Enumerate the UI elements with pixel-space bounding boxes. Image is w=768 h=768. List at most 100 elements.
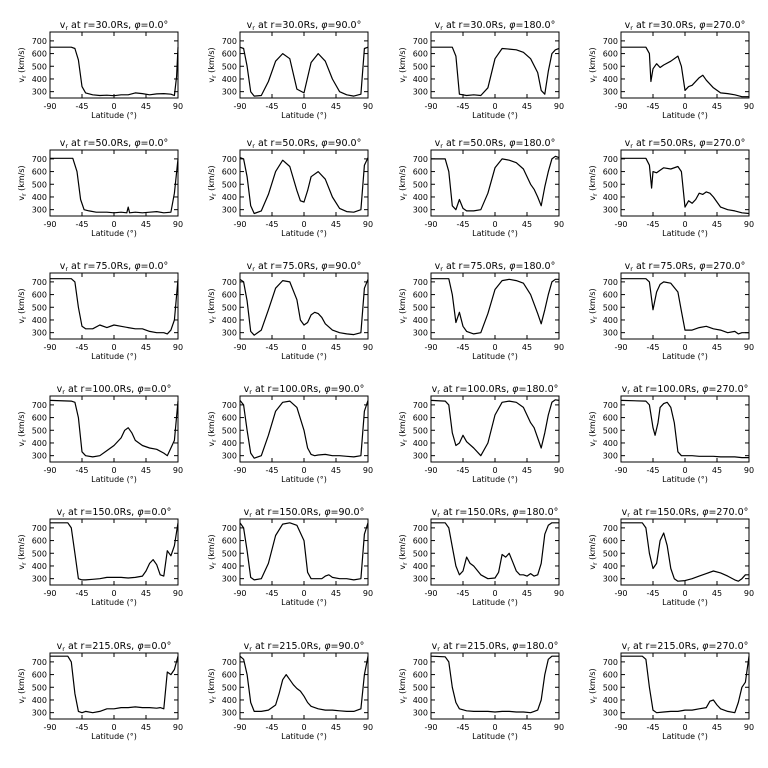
x-axis-label: Latitude (°)	[281, 732, 327, 741]
y-tick-label: 500	[603, 549, 618, 558]
y-tick-label: 500	[32, 683, 47, 692]
x-tick-label: 90	[363, 220, 373, 229]
x-axis-label: Latitude (°)	[472, 598, 518, 607]
x-tick-label: 90	[363, 102, 373, 111]
y-tick-label: 300	[222, 206, 237, 215]
x-tick-label: 90	[554, 589, 564, 598]
x-axis-label: Latitude (°)	[662, 598, 708, 607]
y-tick-label: 700	[413, 524, 428, 533]
y-tick-label: 600	[222, 537, 237, 546]
subplot-5: vr at r=50.0Rs, φ=0.0° -90 -45 0 45 90 300 400 5…	[17, 138, 183, 238]
x-tick-label: 0	[682, 343, 687, 352]
x-tick-label: 0	[492, 589, 497, 598]
y-tick-label: 700	[222, 155, 237, 164]
x-axis-label: Latitude (°)	[91, 598, 137, 607]
plot-frame	[430, 518, 560, 586]
x-tick-label: 90	[173, 723, 183, 732]
y-tick-label: 400	[32, 696, 47, 705]
y-tick-label: 500	[32, 180, 47, 189]
x-tick-label: 0	[301, 343, 306, 352]
x-tick-label: -45	[265, 589, 278, 598]
y-tick-label: 400	[222, 316, 237, 325]
x-axis-label: Latitude (°)	[472, 111, 518, 120]
y-tick-label: 300	[413, 206, 428, 215]
y-tick-label: 500	[32, 62, 47, 71]
subplot-title: vr at r=50.0Rs, φ=0.0°	[60, 138, 169, 150]
x-tick-label: -90	[424, 723, 437, 732]
y-tick-label: 700	[222, 278, 237, 287]
y-tick-label: 500	[222, 426, 237, 435]
x-tick-label: 90	[173, 589, 183, 598]
plot-frame	[430, 395, 560, 463]
subplot-title: vr at r=50.0Rs, φ=180.0°	[435, 138, 556, 150]
subplot-22: vr at r=215.0Rs, φ=90.0° -90 -45 0 45 90 300 40…	[207, 641, 373, 741]
y-tick-label: 600	[603, 50, 618, 59]
y-tick-label: 600	[32, 537, 47, 546]
x-tick-label: -90	[424, 220, 437, 229]
y-axis-label: vr (km/s)	[588, 47, 599, 82]
y-tick-label: 500	[32, 549, 47, 558]
vr-series-line	[50, 278, 179, 335]
subplot-title: vr at r=150.0Rs, φ=270.0°	[622, 507, 749, 519]
x-tick-label: 45	[522, 220, 532, 229]
x-tick-label: -90	[43, 220, 56, 229]
y-tick-label: 400	[413, 696, 428, 705]
vr-series-line	[239, 655, 369, 713]
x-tick-label: -90	[43, 102, 56, 111]
y-tick-label: 500	[222, 62, 237, 71]
subplot-title: vr at r=150.0Rs, φ=90.0°	[244, 507, 365, 519]
x-tick-label: -90	[233, 723, 246, 732]
x-tick-label: 0	[301, 220, 306, 229]
y-tick-label: 700	[603, 524, 618, 533]
x-tick-label: -90	[614, 466, 627, 475]
y-tick-label: 600	[413, 414, 428, 423]
y-axis-label: vr (km/s)	[17, 165, 28, 200]
y-axis-label: vr (km/s)	[207, 47, 218, 82]
vr-series-line	[239, 46, 369, 97]
x-tick-label: 90	[744, 102, 754, 111]
y-tick-label: 600	[32, 291, 47, 300]
x-tick-label: 90	[554, 220, 564, 229]
y-tick-label: 700	[603, 401, 618, 410]
x-axis-label: Latitude (°)	[91, 229, 137, 238]
x-tick-label: 90	[744, 220, 754, 229]
y-tick-label: 300	[603, 88, 618, 97]
x-tick-label: -90	[614, 220, 627, 229]
y-tick-label: 400	[413, 75, 428, 84]
subplot-title: vr at r=75.0Rs, φ=270.0°	[625, 261, 746, 273]
y-axis-label: vr (km/s)	[588, 288, 599, 323]
x-tick-label: 90	[363, 343, 373, 352]
y-tick-label: 300	[413, 88, 428, 97]
y-tick-label: 700	[222, 524, 237, 533]
y-tick-label: 400	[603, 439, 618, 448]
x-tick-label: 0	[301, 589, 306, 598]
x-tick-label: -90	[424, 589, 437, 598]
x-tick-label: 0	[492, 220, 497, 229]
x-tick-label: 90	[744, 589, 754, 598]
x-tick-label: -90	[43, 343, 56, 352]
x-axis-label: Latitude (°)	[662, 475, 708, 484]
y-tick-label: 300	[32, 329, 47, 338]
subplot-title: vr at r=75.0Rs, φ=0.0°	[60, 261, 169, 273]
x-tick-label: -45	[646, 220, 659, 229]
subplot-title: vr at r=100.0Rs, φ=0.0°	[57, 384, 172, 396]
x-tick-label: -45	[265, 343, 278, 352]
y-tick-label: 600	[413, 537, 428, 546]
x-tick-label: -90	[43, 466, 56, 475]
x-tick-label: -90	[614, 343, 627, 352]
subplot-12: vr at r=75.0Rs, φ=270.0° -90 -45 0 45 90 300 40…	[588, 261, 754, 361]
x-tick-label: -90	[614, 589, 627, 598]
y-tick-label: 700	[222, 37, 237, 46]
y-axis-label: vr (km/s)	[398, 288, 409, 323]
plot-frame	[430, 652, 560, 720]
x-axis-label: Latitude (°)	[662, 732, 708, 741]
y-tick-label: 700	[413, 278, 428, 287]
vr-series-line	[430, 399, 560, 457]
x-tick-label: -45	[265, 466, 278, 475]
y-tick-label: 300	[603, 206, 618, 215]
y-tick-label: 300	[603, 575, 618, 584]
vr-series-line	[430, 655, 559, 714]
y-tick-label: 300	[32, 88, 47, 97]
x-tick-label: 45	[712, 589, 722, 598]
y-axis-label: vr (km/s)	[207, 288, 218, 323]
